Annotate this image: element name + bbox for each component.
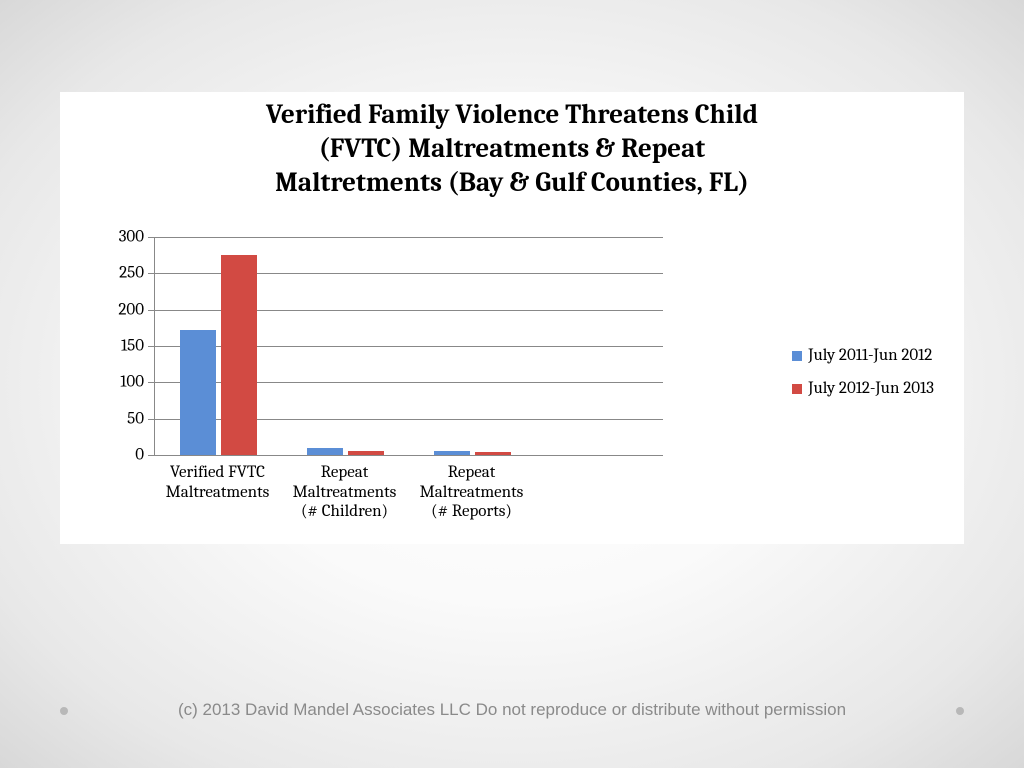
legend-label: July 2011-Jun 2012 <box>808 346 932 365</box>
y-axis-label: 150 <box>100 337 144 356</box>
legend-item: July 2011-Jun 2012 <box>792 346 934 365</box>
y-tick <box>148 346 154 347</box>
y-tick <box>148 455 154 456</box>
y-tick <box>148 273 154 274</box>
legend: July 2011-Jun 2012 July 2012-Jun 2013 <box>792 332 934 412</box>
bar <box>348 451 384 455</box>
legend-swatch <box>792 384 802 394</box>
y-tick <box>148 382 154 383</box>
legend-item: July 2012-Jun 2013 <box>792 379 934 398</box>
chart-panel: Verified Family Violence Threatens Child… <box>60 92 964 544</box>
footer-text: (c) 2013 David Mandel Associates LLC Do … <box>0 700 1024 720</box>
y-axis-label: 0 <box>100 446 144 465</box>
y-tick <box>148 419 154 420</box>
bar <box>475 452 511 455</box>
bar <box>180 330 216 455</box>
chart-title-line: Verified Family Violence Threatens Child <box>60 98 964 132</box>
chart-title-line: (FVTC) Maltreatments & Repeat <box>60 132 964 166</box>
x-axis-label: RepeatMaltreatments(# Reports) <box>408 463 535 522</box>
legend-label: July 2012-Jun 2013 <box>808 379 934 398</box>
plot-area <box>154 237 663 456</box>
chart-title-line: Maltretments (Bay & Gulf Counties, FL) <box>60 166 964 200</box>
gridline <box>155 237 663 238</box>
y-axis-label: 250 <box>100 264 144 283</box>
y-axis-label: 50 <box>100 409 144 428</box>
plot-wrap: 050100150200250300Verified FVTCMaltreatm… <box>100 237 680 497</box>
footer-dot-right <box>956 707 964 715</box>
y-axis-label: 300 <box>100 228 144 247</box>
y-tick <box>148 237 154 238</box>
x-axis-label: Verified FVTCMaltreatments <box>154 463 281 502</box>
bar <box>434 451 470 455</box>
y-axis-label: 200 <box>100 300 144 319</box>
legend-swatch <box>792 351 802 361</box>
chart-title: Verified Family Violence Threatens Child… <box>60 92 964 199</box>
y-tick <box>148 310 154 311</box>
bar <box>221 255 257 455</box>
x-axis-label: RepeatMaltreatments(# Children) <box>281 463 408 522</box>
y-axis-label: 100 <box>100 373 144 392</box>
bar <box>307 448 343 455</box>
